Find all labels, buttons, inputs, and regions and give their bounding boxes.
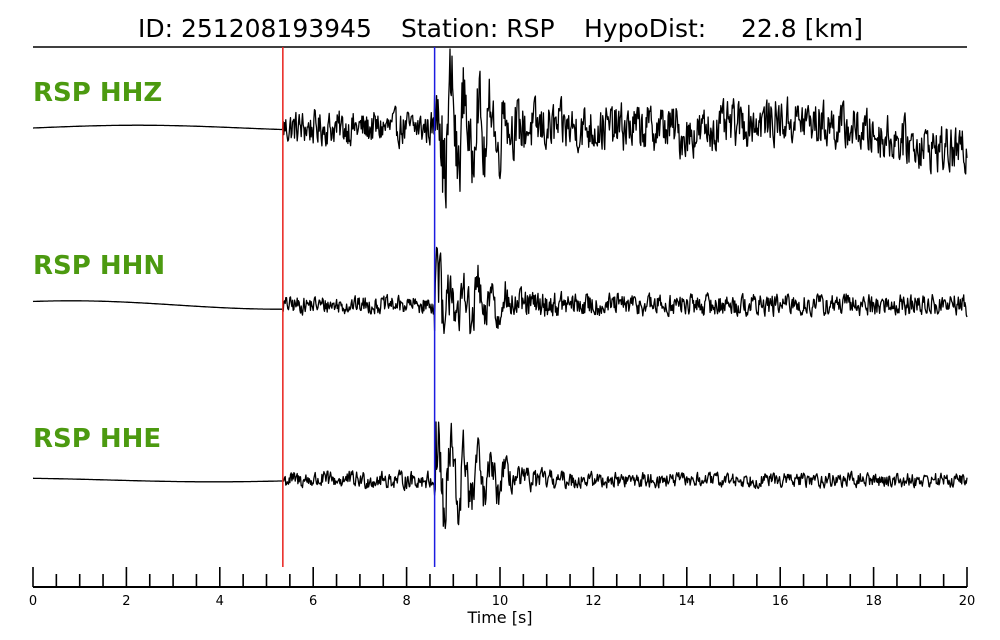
trace-label-hhe: RSP HHE bbox=[33, 424, 161, 454]
trace-line-rsp-hhn bbox=[32, 246, 968, 335]
tick-label: 16 bbox=[772, 594, 789, 609]
time-axis-ticks: 0 2 4 6 8 10 12 14 16 18 20 bbox=[29, 567, 975, 609]
tick-label: 0 bbox=[29, 594, 37, 609]
title-hypodist-label: HypoDist: bbox=[584, 14, 706, 43]
tick-label: 18 bbox=[865, 594, 882, 609]
time-axis-label: Time [s] bbox=[466, 608, 532, 627]
trace-line-rsp-hhe bbox=[33, 421, 968, 530]
tick-label: 4 bbox=[216, 594, 224, 609]
tick-label: 12 bbox=[585, 594, 602, 609]
tick-label: 20 bbox=[959, 594, 976, 609]
traces-group bbox=[32, 48, 968, 530]
tick-label: 14 bbox=[679, 594, 696, 609]
title-hypodist-value: 22.8 [km] bbox=[741, 14, 863, 43]
tick-label: 8 bbox=[402, 594, 410, 609]
tick-label: 2 bbox=[122, 594, 130, 609]
time-axis: 0 2 4 6 8 10 12 14 16 18 20 Time [s] bbox=[29, 567, 975, 627]
tick-label: 10 bbox=[492, 594, 509, 609]
trace-label-hhn: RSP HHN bbox=[33, 251, 165, 281]
picks-group bbox=[282, 47, 436, 567]
tick-label: 6 bbox=[309, 594, 317, 609]
trace-label-hhz: RSP HHZ bbox=[33, 78, 162, 108]
title-station: Station: RSP bbox=[401, 14, 555, 43]
trace-line-rsp-hhz bbox=[33, 48, 968, 209]
title-id: ID: 251208193945 bbox=[138, 14, 372, 43]
